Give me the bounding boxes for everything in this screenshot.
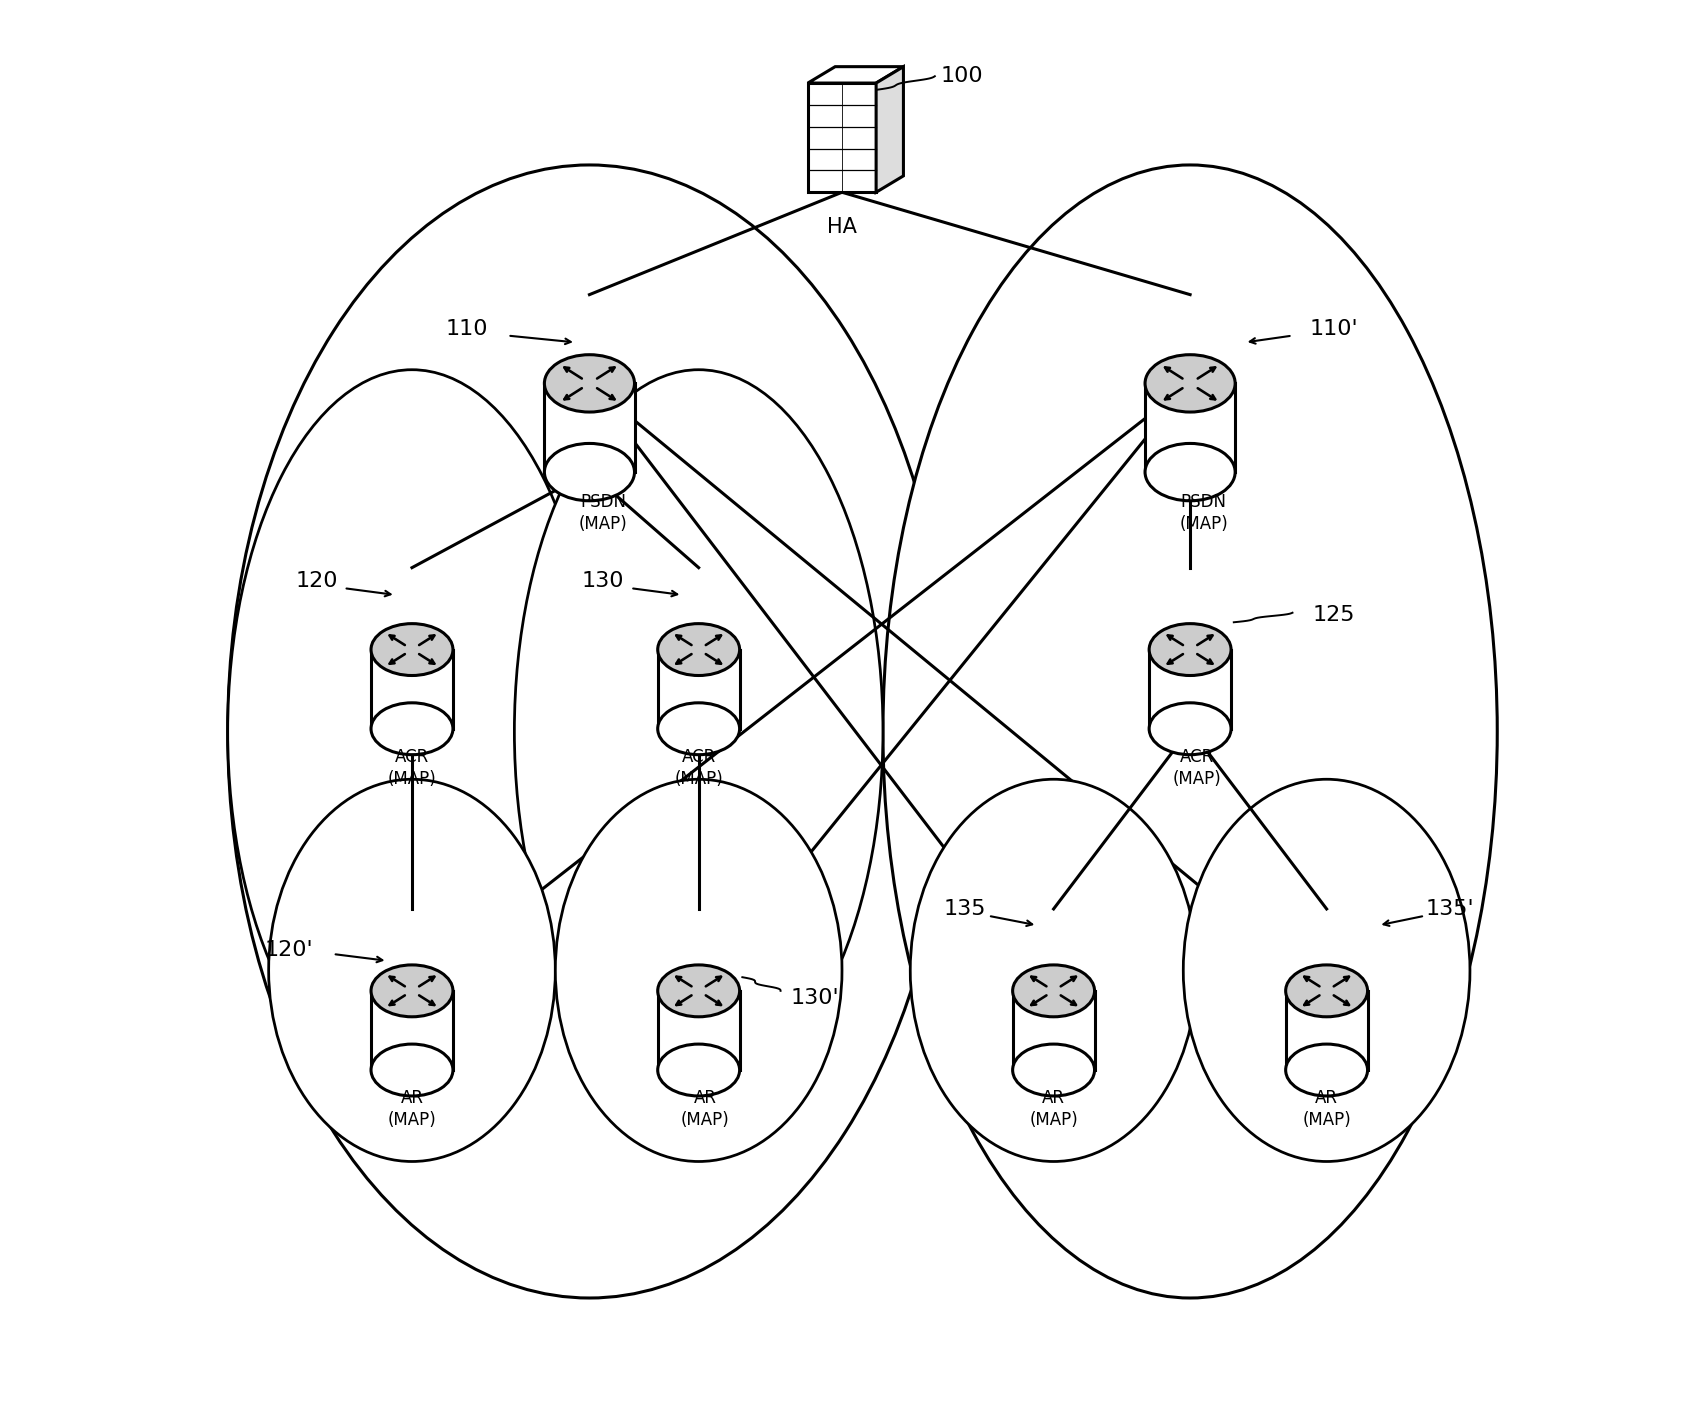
Polygon shape [658, 991, 739, 1069]
Ellipse shape [658, 702, 739, 755]
Text: 120: 120 [295, 572, 338, 592]
Polygon shape [1145, 384, 1234, 472]
Text: HA: HA [827, 216, 857, 237]
Ellipse shape [1012, 966, 1095, 1017]
Polygon shape [808, 67, 903, 82]
Ellipse shape [556, 779, 842, 1162]
Polygon shape [658, 650, 739, 728]
Text: 100: 100 [940, 67, 983, 87]
Ellipse shape [911, 779, 1197, 1162]
Ellipse shape [1145, 354, 1234, 412]
Text: 135': 135' [1425, 899, 1474, 919]
Polygon shape [876, 67, 903, 192]
Polygon shape [370, 650, 453, 728]
Ellipse shape [1148, 624, 1231, 675]
Text: AR
(MAP): AR (MAP) [1029, 1089, 1078, 1129]
Polygon shape [1148, 650, 1231, 728]
Ellipse shape [370, 702, 453, 755]
Ellipse shape [1285, 1044, 1367, 1096]
Ellipse shape [1012, 1044, 1095, 1096]
Ellipse shape [1184, 779, 1470, 1162]
Ellipse shape [1148, 702, 1231, 755]
Ellipse shape [544, 354, 635, 412]
Text: PSDN
(MAP): PSDN (MAP) [579, 492, 628, 533]
Ellipse shape [269, 779, 556, 1162]
Text: 130': 130' [790, 988, 839, 1008]
Text: 120': 120' [264, 940, 313, 960]
Ellipse shape [1145, 444, 1234, 501]
Text: 110: 110 [445, 319, 488, 338]
Text: PSDN
(MAP): PSDN (MAP) [1179, 492, 1228, 533]
Ellipse shape [882, 165, 1497, 1298]
Ellipse shape [370, 966, 453, 1017]
Ellipse shape [658, 1044, 739, 1096]
Polygon shape [808, 82, 876, 192]
Ellipse shape [227, 370, 596, 1094]
Text: AR
(MAP): AR (MAP) [1302, 1089, 1351, 1129]
Ellipse shape [227, 165, 951, 1298]
Text: 130: 130 [583, 572, 625, 592]
Text: ACR
(MAP): ACR (MAP) [674, 748, 722, 788]
Ellipse shape [370, 1044, 453, 1096]
Ellipse shape [1285, 966, 1367, 1017]
Ellipse shape [658, 624, 739, 675]
Text: 110': 110' [1308, 319, 1357, 338]
Text: AR
(MAP): AR (MAP) [387, 1089, 436, 1129]
Text: ACR
(MAP): ACR (MAP) [387, 748, 436, 788]
Polygon shape [1285, 991, 1367, 1069]
Ellipse shape [544, 444, 635, 501]
Ellipse shape [370, 624, 453, 675]
Ellipse shape [514, 370, 882, 1094]
Text: AR
(MAP): AR (MAP) [680, 1089, 729, 1129]
Text: 125: 125 [1314, 606, 1356, 626]
Polygon shape [1012, 991, 1095, 1069]
Text: ACR
(MAP): ACR (MAP) [1172, 748, 1221, 788]
Polygon shape [544, 384, 635, 472]
Text: 135: 135 [943, 899, 987, 919]
Polygon shape [370, 991, 453, 1069]
Ellipse shape [658, 966, 739, 1017]
